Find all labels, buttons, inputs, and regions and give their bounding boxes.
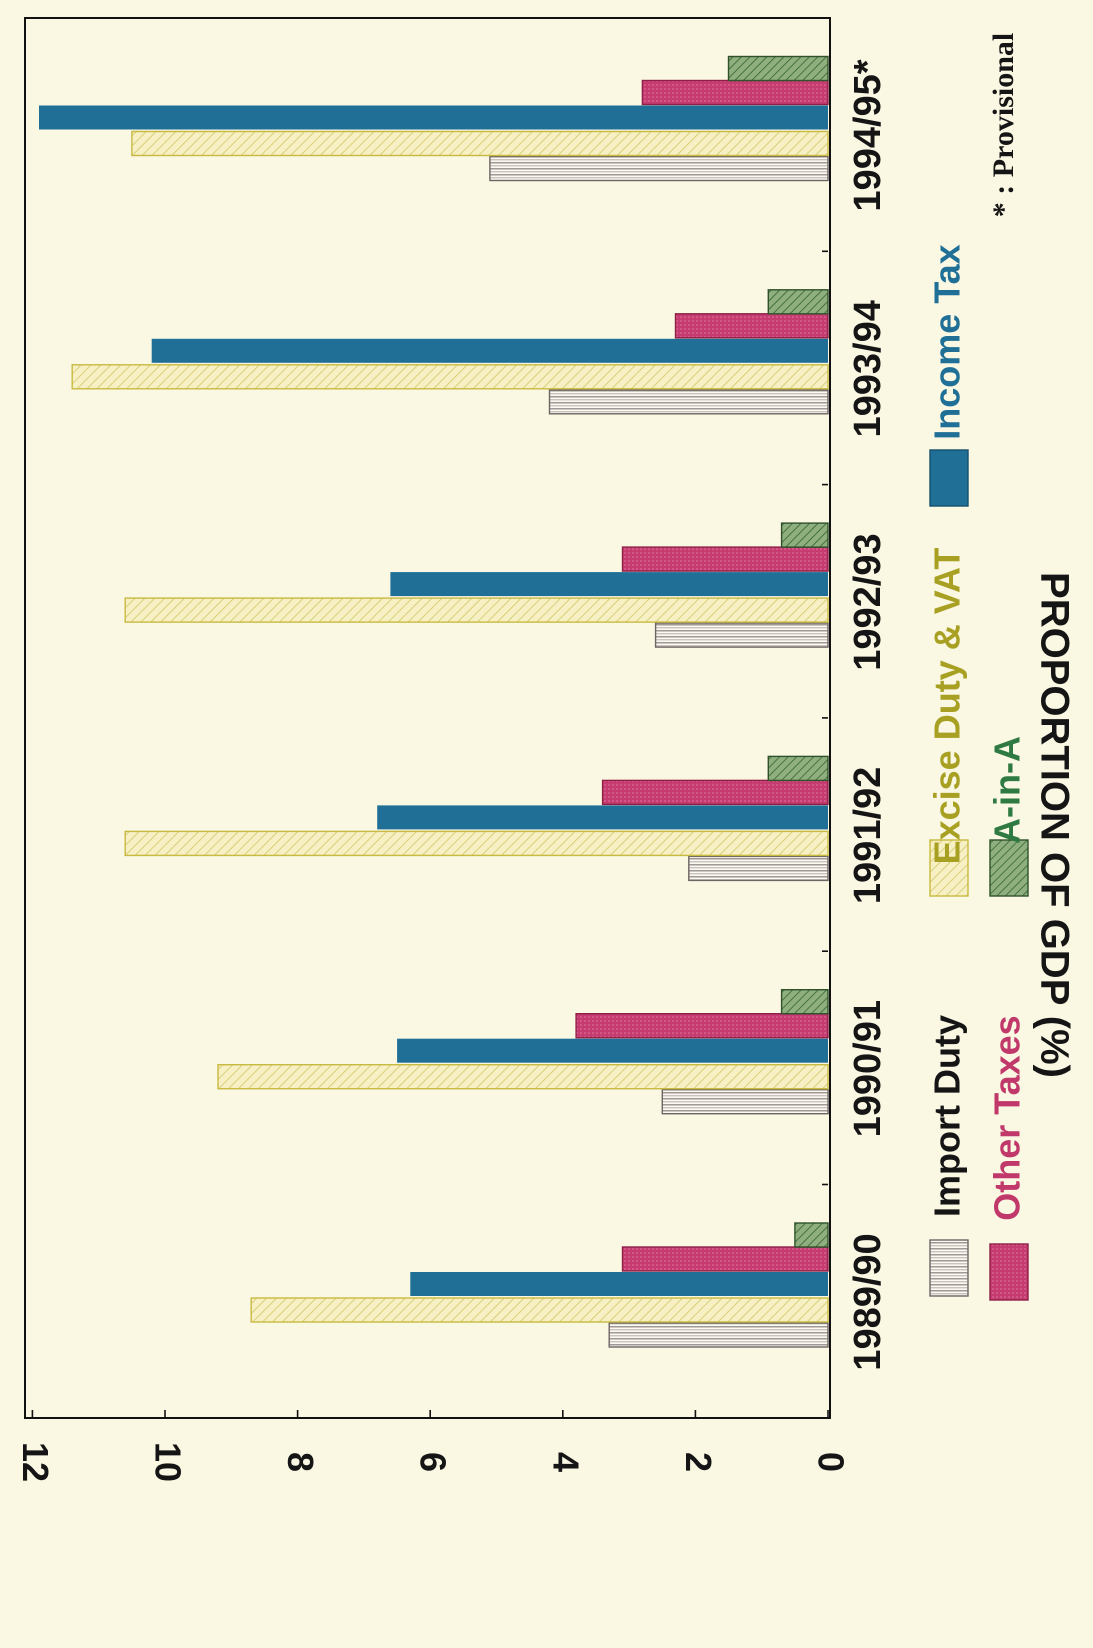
legend-swatch-a-in-a: [989, 839, 1029, 897]
bar-other-taxes-1991-92: [601, 779, 829, 806]
bar-income-tax-1989-90: [410, 1272, 828, 1296]
x-tick-label: 1992/93: [847, 533, 889, 670]
bar-a-in-a-1989-90: [794, 1222, 829, 1248]
legend-label-excise-duty-vat: Excise Duty & VAT: [927, 548, 968, 865]
x-tick-label: 1990/91: [847, 1000, 889, 1137]
x-tick-label: 1993/94: [847, 300, 889, 437]
bar-import-duty-1993-94: [548, 389, 829, 415]
bar-a-in-a-1993-94: [767, 289, 829, 315]
legend-swatch-import-duty: [929, 1239, 969, 1297]
footnote-provisional: * : Provisional: [987, 33, 1020, 217]
bar-excise-duty-vat-1989-90: [250, 1297, 829, 1323]
bar-excise-duty-vat-1994-95: [131, 130, 829, 157]
y-tick-label: 0: [810, 1452, 851, 1472]
y-tick-label: 12: [15, 1442, 56, 1482]
y-tick-label: 6: [413, 1452, 454, 1472]
bar-income-tax-1993-94: [151, 338, 828, 363]
y-tick-label: 4: [545, 1452, 586, 1472]
bar-a-in-a-1994-95: [727, 55, 829, 82]
bar-excise-duty-vat-1992-93: [124, 597, 829, 623]
bar-excise-duty-vat-1990-91: [217, 1063, 829, 1090]
bar-income-tax-1992-93: [390, 572, 828, 597]
y-tick-label: 2: [678, 1452, 719, 1472]
bar-import-duty-1992-93: [654, 622, 829, 648]
bar-import-duty-1994-95: [489, 155, 829, 182]
bar-a-in-a-1991-92: [767, 755, 829, 782]
legend-label-income-tax: Income Tax: [927, 244, 968, 439]
x-tick-label: 1989/90: [847, 1233, 889, 1370]
bar-excise-duty-vat-1991-92: [124, 830, 829, 857]
legend-label-other-taxes: Other Taxes: [987, 1015, 1028, 1220]
legend-swatch-income-tax: [929, 449, 969, 507]
bar-other-taxes-1992-93: [621, 546, 829, 572]
bar-a-in-a-1990-91: [780, 989, 829, 1015]
legend-swatch-other-taxes: [989, 1243, 1029, 1301]
bar-income-tax-1990-91: [397, 1038, 828, 1063]
bar-import-duty-1989-90: [608, 1322, 829, 1348]
bar-excise-duty-vat-1993-94: [71, 364, 829, 390]
bar-other-taxes-1989-90: [621, 1246, 829, 1272]
bar-other-taxes-1994-95: [641, 79, 829, 106]
bar-a-in-a-1992-93: [780, 522, 829, 548]
bar-other-taxes-1990-91: [575, 1013, 829, 1039]
y-tick-label: 8: [280, 1452, 321, 1472]
plot-area-frame: [24, 17, 831, 1419]
legend-swatch-excise-duty-vat: [929, 839, 969, 897]
y-axis-title: PROPORTION OF GDP (%): [1032, 572, 1076, 1078]
bar-import-duty-1991-92: [688, 855, 829, 882]
bar-other-taxes-1993-94: [674, 313, 829, 339]
bar-income-tax-1994-95: [39, 105, 828, 130]
y-tick-label: 10: [147, 1442, 188, 1482]
x-tick-label: 1991/92: [847, 767, 889, 904]
bar-income-tax-1991-92: [377, 805, 828, 830]
bar-import-duty-1990-91: [661, 1088, 829, 1115]
legend-label-import-duty: Import Duty: [927, 1015, 968, 1217]
x-tick-label: 1994/95*: [847, 59, 889, 211]
legend-label-a-in-a: A-in-A: [987, 736, 1028, 844]
